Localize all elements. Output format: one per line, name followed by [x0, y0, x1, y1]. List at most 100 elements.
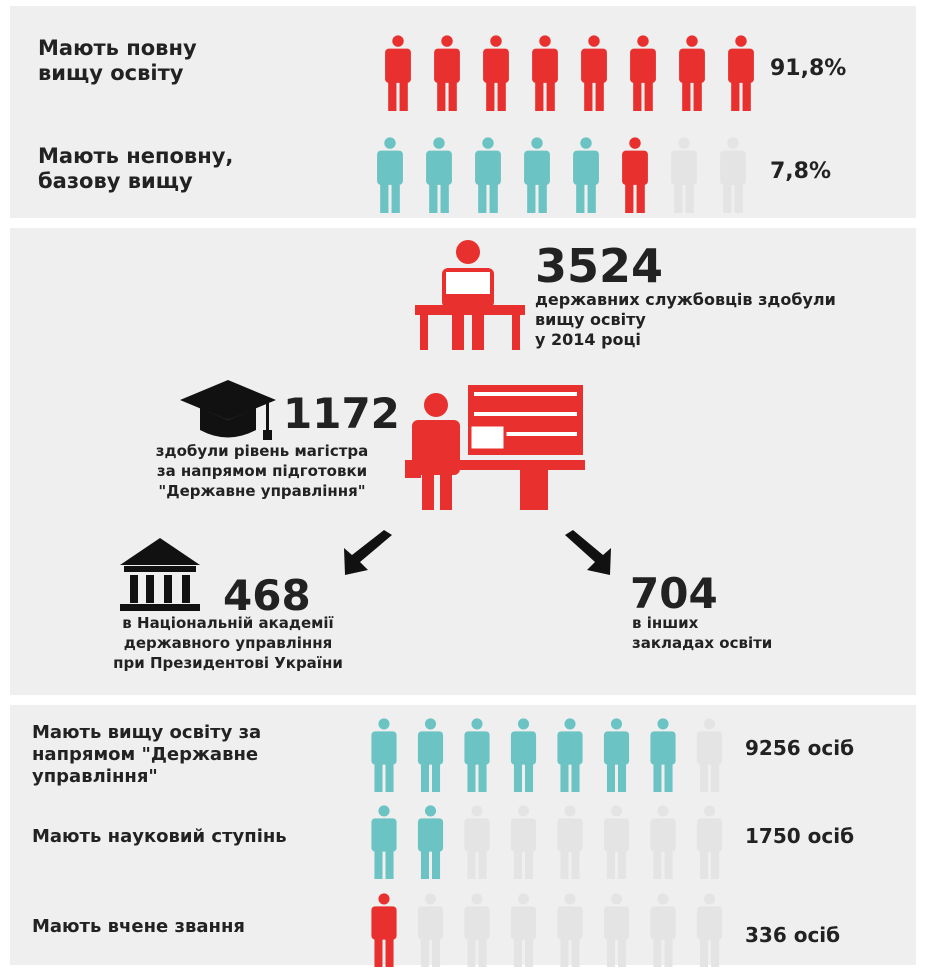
- person-leg: [479, 937, 487, 967]
- person-leg: [731, 81, 739, 111]
- person-head: [482, 137, 493, 148]
- person-leg: [539, 183, 547, 213]
- row-label-line: Мають вчене звання: [32, 916, 245, 937]
- person-leg: [618, 937, 626, 967]
- person-head: [539, 35, 550, 46]
- person-leg: [525, 937, 533, 967]
- stat-text-line: державних службовців здобули: [535, 290, 836, 309]
- row-label: Мають вчене звання: [32, 916, 245, 937]
- person-leg: [572, 849, 580, 879]
- person-head: [580, 137, 591, 148]
- person-leg: [572, 762, 580, 792]
- person-body: [511, 906, 536, 939]
- person-leg: [588, 183, 596, 213]
- person-leg: [723, 183, 731, 213]
- person-leg: [653, 849, 661, 879]
- person-leg: [674, 183, 682, 213]
- person-head: [471, 805, 482, 816]
- stat-text: в Національній академії державного управл…: [113, 614, 343, 672]
- person-head: [490, 35, 501, 46]
- person-body: [385, 49, 411, 83]
- person-leg: [637, 183, 645, 213]
- person-leg: [467, 937, 475, 967]
- row-label: Мають повнувищу освіту: [38, 36, 197, 85]
- person-body: [604, 731, 629, 764]
- person-body: [630, 49, 656, 83]
- person-body: [464, 818, 489, 851]
- person-leg: [653, 762, 661, 792]
- person-leg: [441, 183, 449, 213]
- person-leg: [374, 849, 382, 879]
- person-leg: [700, 937, 708, 967]
- person-body: [371, 818, 396, 851]
- person-leg: [711, 937, 719, 967]
- person-head: [564, 805, 575, 816]
- person-body: [418, 818, 443, 851]
- stat-text-line: в інших: [632, 614, 699, 632]
- person-head: [384, 137, 395, 148]
- person-leg: [525, 762, 533, 792]
- person-head: [531, 137, 542, 148]
- person-head: [588, 35, 599, 46]
- person-leg: [618, 849, 626, 879]
- person-head: [611, 893, 622, 904]
- person-leg: [514, 762, 522, 792]
- person-leg: [596, 81, 604, 111]
- person-leg: [479, 849, 487, 879]
- person-leg: [527, 183, 535, 213]
- person-body: [650, 906, 675, 939]
- person-leg: [467, 762, 475, 792]
- person-leg: [625, 183, 633, 213]
- person-leg: [560, 849, 568, 879]
- person-head: [704, 718, 715, 729]
- person-leg: [386, 849, 394, 879]
- person-body: [511, 818, 536, 851]
- person-head: [518, 893, 529, 904]
- person-leg: [743, 81, 751, 111]
- person-head: [564, 893, 575, 904]
- person-leg: [467, 849, 475, 879]
- person-leg: [694, 81, 702, 111]
- person-leg: [421, 937, 429, 967]
- person-leg: [479, 762, 487, 792]
- person-head: [471, 893, 482, 904]
- person-head: [735, 35, 746, 46]
- person-head: [471, 718, 482, 729]
- person-leg: [380, 183, 388, 213]
- row-label-line: напрямом "Державне: [32, 744, 258, 765]
- person-leg: [374, 937, 382, 967]
- person-body: [671, 151, 697, 185]
- person-leg: [498, 81, 506, 111]
- person-body: [697, 906, 722, 939]
- stat-text-line: державного управління: [124, 634, 333, 652]
- person-leg: [400, 81, 408, 111]
- person-leg: [374, 762, 382, 792]
- person-body: [524, 151, 550, 185]
- person-leg: [388, 81, 396, 111]
- person-leg: [653, 937, 661, 967]
- stat-text-line: закладах освіти: [632, 634, 772, 652]
- person-body: [418, 731, 443, 764]
- person-leg: [560, 762, 568, 792]
- person-head: [518, 718, 529, 729]
- person-leg: [686, 183, 694, 213]
- person-body: [573, 151, 599, 185]
- person-body: [371, 731, 396, 764]
- person-body: [475, 151, 501, 185]
- stat-number: 704: [630, 569, 718, 618]
- person-body: [377, 151, 403, 185]
- person-head: [657, 718, 668, 729]
- person-leg: [576, 183, 584, 213]
- stat-number: 468: [223, 571, 311, 620]
- stat-text-line: "Державне управління": [158, 482, 365, 500]
- person-leg: [700, 849, 708, 879]
- person-leg: [711, 762, 719, 792]
- person-body: [483, 49, 509, 83]
- person-body: [557, 818, 582, 851]
- person-leg: [429, 183, 437, 213]
- person-body: [697, 731, 722, 764]
- stat-number: 3524: [535, 239, 663, 293]
- stat-text-line: в Національній академії: [122, 614, 333, 632]
- person-head: [392, 35, 403, 46]
- person-body: [581, 49, 607, 83]
